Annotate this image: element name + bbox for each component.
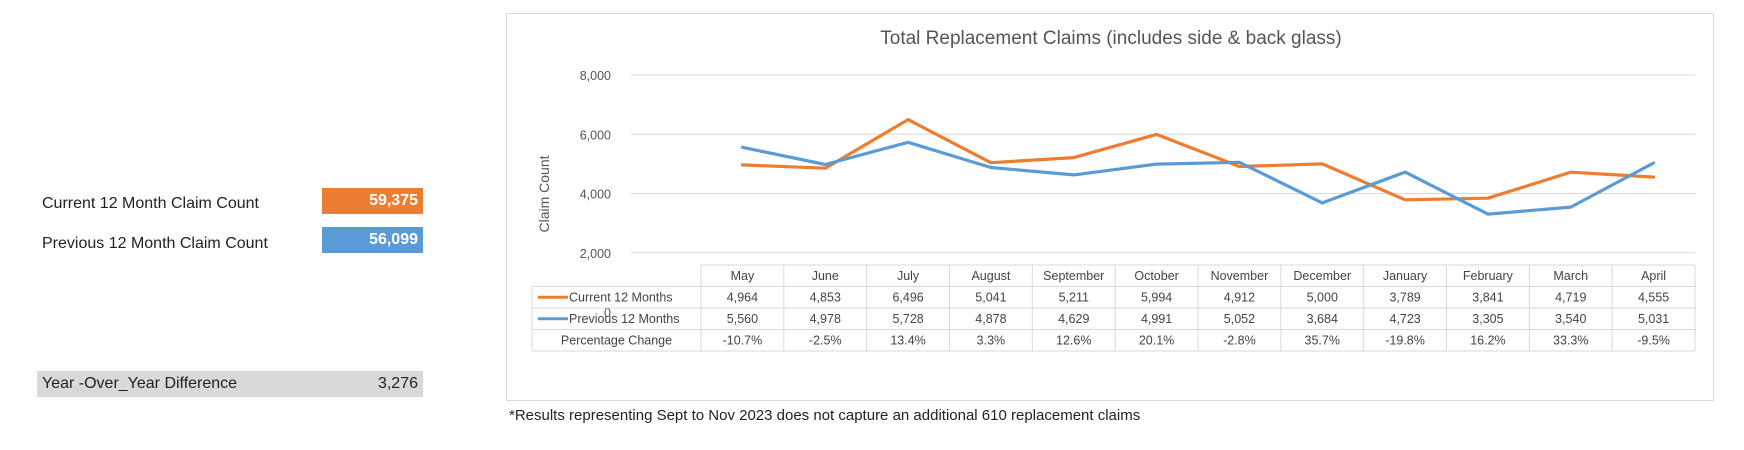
data-table-cell: 4,723 — [1389, 312, 1420, 326]
yoy-difference-row: Year -Over_Year Difference 3,276 — [37, 371, 423, 397]
x-category-label: May — [731, 269, 755, 283]
previous-count-value: 56,099 — [322, 227, 423, 253]
y-axis-label: Claim Count — [536, 155, 552, 232]
data-table-cell: 4,555 — [1638, 291, 1669, 305]
data-table-cell: 6,496 — [892, 291, 923, 305]
data-table-cell: 3,841 — [1472, 291, 1503, 305]
data-table-cell: 5,041 — [975, 291, 1006, 305]
percentage-change-cell: 13.4% — [890, 334, 925, 348]
series-line — [740, 140, 1656, 216]
data-table-cell: 5,728 — [892, 312, 923, 326]
chart-title: Total Replacement Claims (includes side … — [880, 28, 1341, 49]
percentage-change-cell: 35.7% — [1305, 334, 1340, 348]
data-table-cell: 3,684 — [1307, 312, 1338, 326]
percentage-change-cell: -19.8% — [1385, 334, 1425, 348]
percentage-change-cell: 33.3% — [1553, 334, 1588, 348]
percentage-change-cell: 16.2% — [1470, 334, 1505, 348]
y-tick-label: 0 — [604, 306, 611, 320]
y-tick-label: 6,000 — [580, 128, 611, 142]
x-category-label: June — [812, 269, 839, 283]
data-table-cell: 3,540 — [1555, 312, 1586, 326]
footnote: *Results representing Sept to Nov 2023 d… — [509, 407, 1141, 424]
data-table-cell: 3,305 — [1472, 312, 1503, 326]
x-category-label: July — [897, 269, 920, 283]
y-tick-label: 4,000 — [580, 188, 611, 202]
data-table-cell: 4,964 — [727, 291, 758, 305]
x-category-label: March — [1553, 269, 1588, 283]
y-tick-label: 2,000 — [580, 247, 611, 261]
percentage-change-cell: -2.8% — [1223, 334, 1256, 348]
x-category-label: February — [1463, 269, 1514, 283]
data-table-cell: 5,211 — [1059, 291, 1089, 305]
series-line — [740, 117, 1656, 202]
current-count-value: 59,375 — [322, 188, 423, 214]
data-table-cell: 4,878 — [975, 312, 1006, 326]
data-table-cell: 3,789 — [1389, 291, 1420, 305]
data-table-cell: 5,560 — [727, 312, 758, 326]
data-table-cell: 5,031 — [1638, 312, 1669, 326]
y-tick-label: 8,000 — [580, 69, 611, 83]
x-category-label: November — [1211, 269, 1269, 283]
data-table-cell: 4,853 — [810, 291, 841, 305]
data-table-cell: 4,912 — [1224, 291, 1255, 305]
yoy-difference-value: 3,276 — [377, 375, 418, 392]
x-category-label: October — [1134, 269, 1178, 283]
percentage-change-cell: -10.7% — [723, 334, 763, 348]
x-category-label: December — [1293, 269, 1351, 283]
percentage-change-cell: 3.3% — [977, 334, 1006, 348]
percentage-change-cell: 12.6% — [1056, 334, 1091, 348]
x-category-label: April — [1641, 269, 1666, 283]
data-table-cell: 5,994 — [1141, 291, 1172, 305]
percentage-change-cell: 20.1% — [1139, 334, 1174, 348]
x-category-label: August — [971, 269, 1010, 283]
legend-label: Previous 12 Months — [569, 312, 679, 326]
percentage-change-cell: -2.5% — [809, 334, 842, 348]
current-count-label: Current 12 Month Claim Count — [42, 195, 259, 212]
x-category-label: January — [1383, 269, 1428, 283]
data-table-cell: 4,978 — [810, 312, 841, 326]
legend-label: Current 12 Months — [569, 291, 673, 305]
data-table-cell: 4,991 — [1141, 312, 1172, 326]
x-category-label: September — [1043, 269, 1104, 283]
line-chart: Total Replacement Claims (includes side … — [531, 28, 1696, 352]
yoy-difference-label: Year -Over_Year Difference — [42, 375, 238, 392]
previous-count-label: Previous 12 Month Claim Count — [42, 235, 268, 252]
percentage-change-label: Percentage Change — [561, 334, 672, 348]
data-table-cell: 4,629 — [1058, 312, 1089, 326]
data-table-cell: 5,052 — [1224, 312, 1255, 326]
data-table-cell: 4,719 — [1555, 291, 1586, 305]
percentage-change-cell: -9.5% — [1637, 334, 1670, 348]
data-table-cell: 5,000 — [1307, 291, 1338, 305]
chart-frame: Total Replacement Claims (includes side … — [506, 13, 1714, 401]
